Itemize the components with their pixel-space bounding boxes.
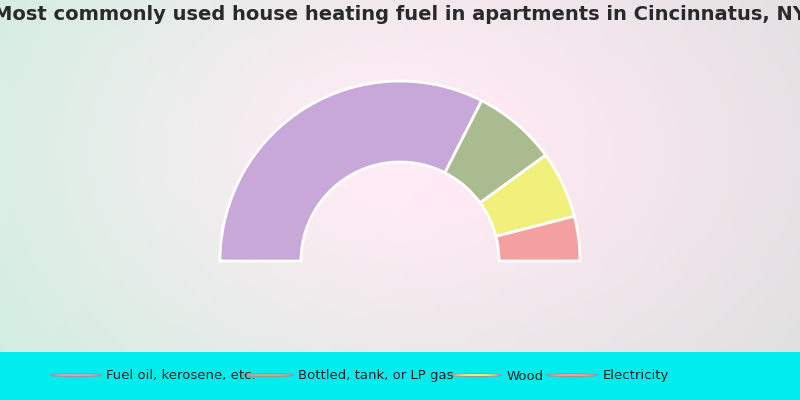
Text: Fuel oil, kerosene, etc.: Fuel oil, kerosene, etc. bbox=[106, 370, 256, 382]
Circle shape bbox=[242, 374, 294, 376]
Wedge shape bbox=[445, 101, 546, 203]
Wedge shape bbox=[220, 81, 482, 261]
Text: Wood: Wood bbox=[506, 370, 543, 382]
Wedge shape bbox=[480, 155, 574, 236]
Wedge shape bbox=[496, 216, 580, 261]
Circle shape bbox=[546, 374, 598, 376]
Text: Most commonly used house heating fuel in apartments in Cincinnatus, NY: Most commonly used house heating fuel in… bbox=[0, 4, 800, 24]
Text: Bottled, tank, or LP gas: Bottled, tank, or LP gas bbox=[298, 370, 454, 382]
Circle shape bbox=[50, 374, 102, 376]
Circle shape bbox=[450, 374, 502, 376]
Text: Electricity: Electricity bbox=[602, 370, 669, 382]
